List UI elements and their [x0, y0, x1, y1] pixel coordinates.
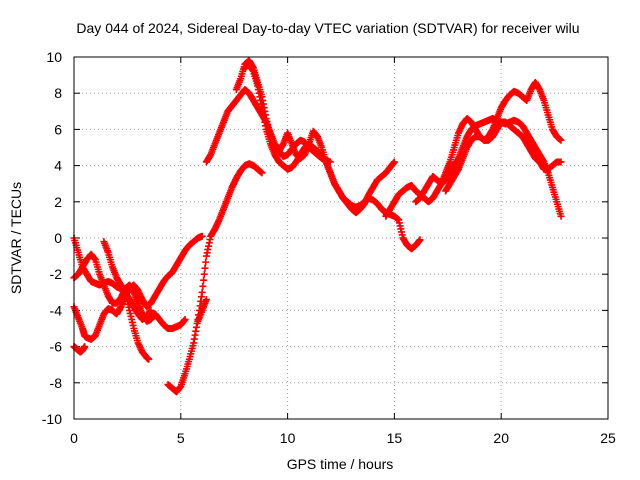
data-point: [81, 343, 89, 351]
y-tick-label: 4: [54, 158, 62, 174]
data-point: [202, 258, 210, 266]
y-tick-label: 10: [46, 49, 62, 65]
y-tick-label: 8: [54, 85, 62, 101]
x-tick-label: 0: [70, 430, 78, 446]
x-tick-label: 15: [387, 430, 403, 446]
x-tick-label: 5: [177, 430, 185, 446]
data-point: [199, 282, 207, 290]
data-point: [416, 236, 424, 244]
y-tick-labels: -10 -8 -6 -4 -2 0 2 4 6 8 10: [42, 49, 62, 427]
chart-title: Day 044 of 2024, Sidereal Day-to-day VTE…: [76, 20, 579, 36]
data-point: [557, 136, 565, 144]
y-tick-label: -2: [50, 266, 63, 282]
data-point: [390, 158, 398, 166]
y-tick-label: 0: [54, 230, 62, 246]
x-tick-labels: 0 5 10 15 20 25: [70, 430, 616, 446]
y-axis-label: SDTVAR / TECUs: [8, 182, 24, 294]
data-point: [557, 212, 565, 220]
data-point: [200, 270, 208, 278]
x-tick-label: 20: [493, 430, 509, 446]
y-tick-label: 2: [54, 194, 62, 210]
data-point: [145, 355, 153, 363]
y-tick-label: -6: [50, 339, 63, 355]
data-point: [557, 158, 565, 166]
x-tick-label: 10: [280, 430, 296, 446]
y-tick-label: 6: [54, 121, 62, 137]
axis-ticks: [73, 56, 609, 420]
plot-frame: [73, 56, 609, 420]
data-point: [202, 296, 210, 304]
data-points: [70, 57, 565, 396]
grid: [74, 57, 608, 419]
data-point: [201, 264, 209, 272]
data-point: [198, 232, 206, 240]
data-point: [258, 169, 266, 177]
x-tick-label: 25: [600, 430, 616, 446]
y-tick-label: -4: [50, 302, 63, 318]
x-axis-label: GPS time / hours: [287, 456, 394, 472]
data-point: [198, 288, 206, 296]
data-point: [181, 315, 189, 323]
data-point: [200, 276, 208, 284]
data-point: [147, 306, 155, 314]
y-tick-label: -8: [50, 375, 63, 391]
y-tick-label: -10: [42, 411, 62, 427]
